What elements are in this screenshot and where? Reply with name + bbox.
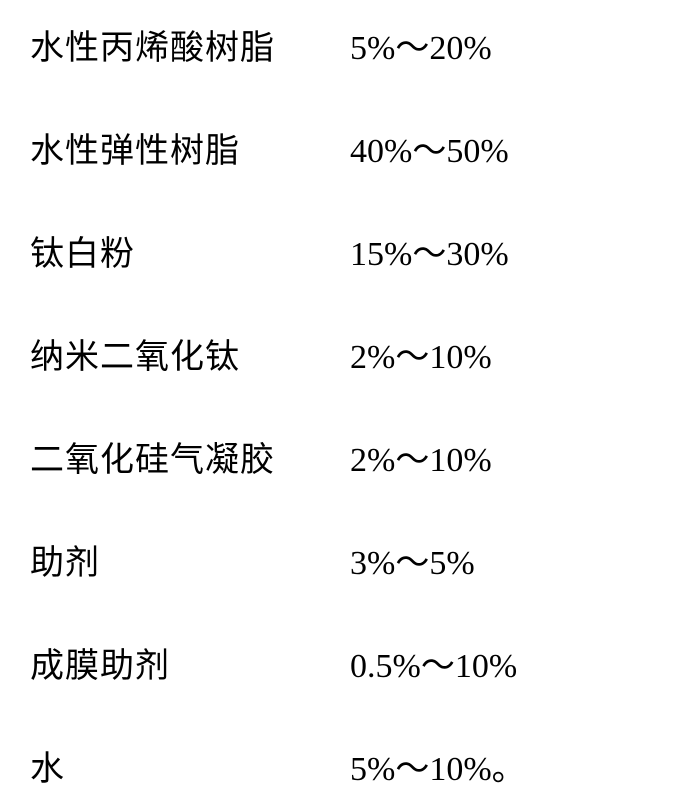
percentage-value: 5%～10%。 — [350, 741, 526, 790]
ingredient-label: 水性弹性树脂 — [30, 123, 350, 172]
ingredient-label: 纳米二氧化钛 — [30, 329, 350, 378]
ingredient-label: 水 — [30, 741, 350, 790]
ingredient-label: 二氧化硅气凝胶 — [30, 432, 350, 481]
ingredient-label: 成膜助剂 — [30, 638, 350, 687]
percentage-value: 40%～50% — [350, 123, 509, 172]
table-row: 纳米二氧化钛 2%～10% — [30, 329, 669, 378]
table-row: 助剂 3%～5% — [30, 535, 669, 584]
percentage-value: 2%～10% — [350, 432, 492, 481]
percentage-value: 3%～5% — [350, 535, 475, 584]
table-row: 二氧化硅气凝胶 2%～10% — [30, 432, 669, 481]
ingredient-label: 水性丙烯酸树脂 — [30, 20, 350, 69]
ingredient-label: 助剂 — [30, 535, 350, 584]
percentage-value: 5%～20% — [350, 20, 492, 69]
table-row: 水性弹性树脂 40%～50% — [30, 123, 669, 172]
table-row: 钛白粉 15%～30% — [30, 226, 669, 275]
percentage-value: 2%～10% — [350, 329, 492, 378]
percentage-value: 15%～30% — [350, 226, 509, 275]
ingredient-label: 钛白粉 — [30, 226, 350, 275]
table-row: 成膜助剂 0.5%～10% — [30, 638, 669, 687]
table-row: 水 5%～10%。 — [30, 741, 669, 790]
table-row: 水性丙烯酸树脂 5%～20% — [30, 20, 669, 69]
percentage-value: 0.5%～10% — [350, 638, 517, 687]
